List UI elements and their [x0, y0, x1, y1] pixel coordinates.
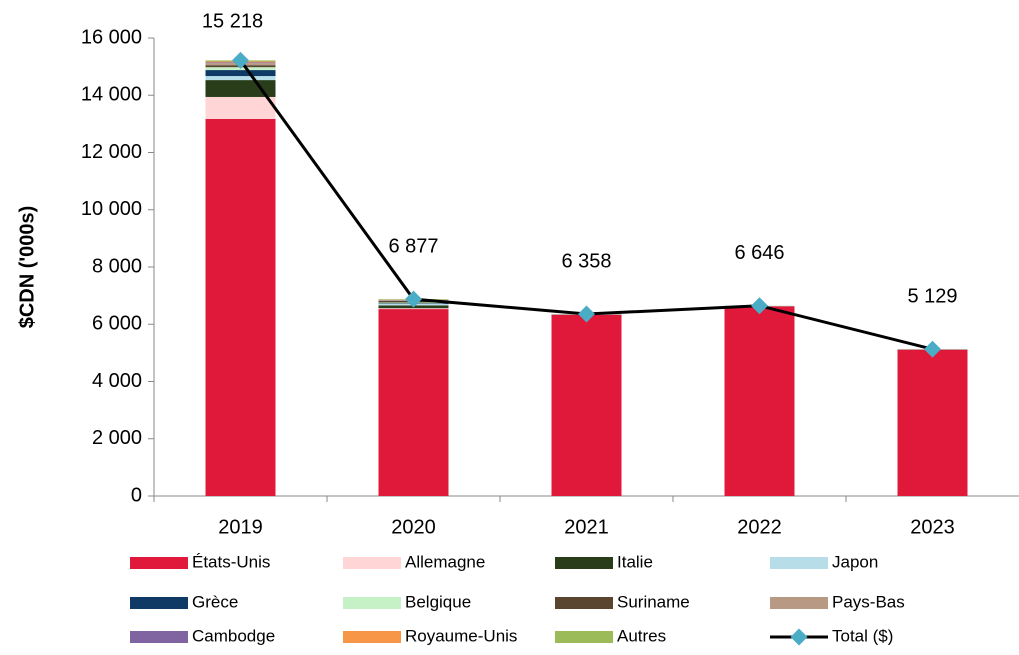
legend-label: Belgique: [405, 592, 471, 611]
bar-segment: [206, 97, 276, 119]
legend-swatch: [343, 557, 401, 569]
legend-label: Suriname: [617, 592, 690, 611]
bar-segment: [206, 70, 276, 76]
y-tick-label: 16 000: [81, 26, 142, 48]
data-label: 6 358: [561, 250, 611, 272]
y-tick-label: 4 000: [92, 370, 142, 392]
y-tick-label: 6 000: [92, 313, 142, 335]
legend-label: Total ($): [832, 626, 893, 645]
y-tick-label: 10 000: [81, 198, 142, 220]
legend-swatch: [130, 557, 188, 569]
legend-swatch: [130, 597, 188, 609]
legend-swatch: [343, 597, 401, 609]
legend-label: Cambodge: [192, 626, 275, 645]
x-tick-label: 2020: [391, 516, 436, 538]
legend-marker: [791, 629, 808, 646]
y-tick-label: 0: [131, 484, 142, 506]
legend-label: États-Unis: [192, 552, 270, 571]
data-label: 6 646: [734, 242, 784, 264]
legend-swatch: [343, 631, 401, 643]
bar-segment: [898, 350, 968, 496]
data-label: 5 129: [907, 285, 957, 307]
data-label: 15 218: [202, 11, 263, 33]
legend-label: Japon: [832, 552, 878, 571]
legend-swatch: [555, 597, 613, 609]
y-tick-label: 8 000: [92, 255, 142, 277]
x-tick-label: 2023: [910, 516, 955, 538]
y-tick-label: 12 000: [81, 141, 142, 163]
x-tick-label: 2022: [737, 516, 782, 538]
legend-swatch: [130, 631, 188, 643]
y-tick-label: 14 000: [81, 84, 142, 106]
x-tick-label: 2019: [218, 516, 263, 538]
legend-label: Pays-Bas: [832, 592, 905, 611]
bar-segment: [725, 307, 795, 496]
bar-segment: [552, 315, 622, 496]
bar-segment: [206, 76, 276, 80]
legend-label: Allemagne: [405, 552, 485, 571]
legend-label: Autres: [617, 626, 666, 645]
legend-swatch: [555, 557, 613, 569]
legend-label: Italie: [617, 552, 653, 571]
bar-segment: [379, 309, 449, 496]
y-tick-label: 2 000: [92, 427, 142, 449]
x-tick-label: 2021: [564, 516, 609, 538]
legend-swatch: [770, 557, 828, 569]
legend-swatch: [555, 631, 613, 643]
data-label: 6 877: [388, 235, 438, 257]
legend-label: Grèce: [192, 592, 238, 611]
bar-segment: [206, 119, 276, 496]
bar-segment: [379, 308, 449, 309]
y-axis-label: $CDN ('000s): [16, 206, 38, 329]
legend-label: Royaume-Unis: [405, 626, 517, 645]
legend-swatch: [770, 597, 828, 609]
